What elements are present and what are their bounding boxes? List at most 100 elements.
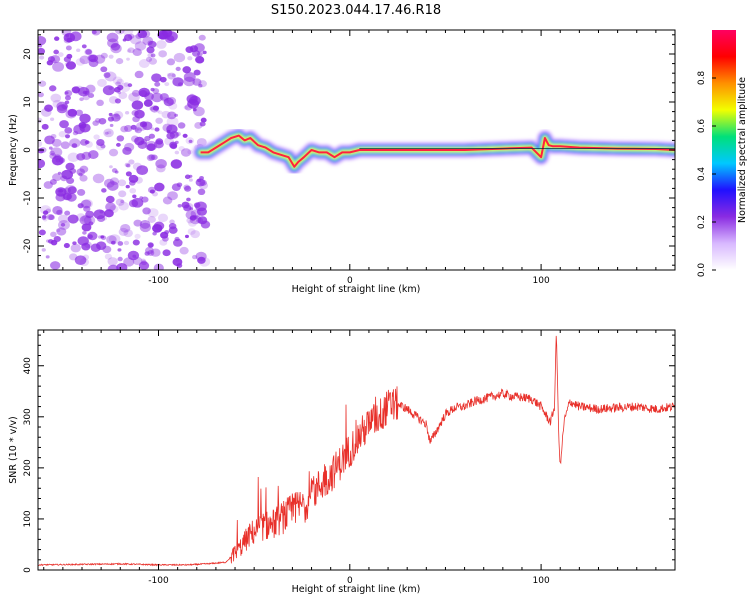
noise-blob	[139, 219, 151, 229]
noise-blob	[118, 190, 127, 198]
noise-blob	[202, 50, 207, 55]
noise-blob	[185, 210, 197, 220]
noise-blob	[116, 263, 128, 270]
noise-blob	[126, 163, 131, 168]
noise-blob	[52, 173, 62, 182]
noise-blob	[75, 109, 84, 116]
noise-blob	[125, 110, 130, 115]
noise-blob	[158, 33, 165, 40]
noise-blob	[78, 172, 83, 177]
noise-blob	[79, 55, 90, 65]
noise-blob	[167, 72, 176, 80]
noise-blob	[141, 260, 147, 266]
noise-blob	[64, 210, 71, 216]
noise-blob	[198, 80, 207, 88]
signal-trace-ridge	[200, 134, 675, 168]
noise-blob	[150, 87, 155, 92]
noise-blob	[196, 207, 207, 216]
noise-blob	[174, 236, 180, 242]
noise-blob	[81, 44, 87, 49]
noise-blob	[116, 135, 125, 142]
noise-blob	[152, 191, 158, 197]
noise-blob	[126, 49, 131, 53]
noise-blob	[67, 214, 79, 224]
noise-blob	[120, 125, 129, 133]
noise-blob	[168, 226, 178, 234]
noise-blob	[116, 78, 124, 85]
noise-blob	[82, 254, 90, 260]
noise-blob	[134, 233, 141, 239]
noise-blob	[49, 150, 55, 156]
noise-blob	[74, 255, 87, 265]
noise-blob	[41, 215, 47, 220]
noise-blob	[99, 210, 104, 214]
noise-blob	[147, 186, 156, 194]
noise-blob	[114, 86, 121, 93]
noise-blob	[129, 187, 137, 194]
noise-blob	[97, 78, 107, 87]
noise-blob	[199, 176, 204, 181]
noise-blob	[109, 123, 114, 127]
x-tick-label: -100	[148, 276, 169, 286]
noise-blob	[147, 243, 154, 248]
noise-blob	[155, 117, 163, 124]
noise-blob	[115, 81, 121, 87]
noise-blob	[50, 261, 61, 270]
noise-blob	[130, 124, 137, 130]
noise-blob	[79, 113, 91, 124]
noise-blob	[39, 205, 52, 215]
noise-blob	[134, 41, 147, 51]
noise-blob	[63, 243, 70, 249]
noise-blob	[65, 45, 72, 51]
noise-blob	[152, 105, 160, 111]
noise-blob	[103, 72, 111, 79]
noise-blob	[58, 220, 70, 230]
noise-blob	[179, 246, 189, 255]
noise-blob	[117, 241, 124, 246]
noise-blob	[149, 106, 154, 111]
noise-blob	[55, 158, 61, 163]
noise-blob	[124, 125, 133, 132]
noise-blob	[38, 158, 46, 169]
noise-blob	[65, 134, 70, 139]
colorbar-ticks: 0.0 0.2 0.4 0.6 0.8	[697, 71, 716, 277]
noise-blob	[199, 179, 207, 186]
noise-blob	[162, 249, 171, 257]
snr-y-axis-label: SNR (10 * v/v)	[8, 416, 19, 484]
noise-blob	[136, 165, 149, 176]
noise-blob	[155, 138, 164, 145]
noise-blob	[51, 156, 64, 166]
noise-blob	[118, 91, 128, 100]
noise-blob	[114, 113, 120, 117]
noise-blob	[38, 140, 43, 148]
noise-blob	[197, 188, 206, 196]
noise-blob	[79, 258, 90, 267]
noise-blob	[124, 162, 130, 168]
noise-blob	[109, 165, 113, 169]
noise-blob	[60, 175, 68, 182]
noise-blob	[45, 208, 51, 213]
noise-blob	[105, 131, 109, 135]
noise-blob	[166, 124, 178, 134]
noise-blob	[119, 82, 131, 93]
noise-blob	[64, 95, 71, 101]
noise-blob	[53, 235, 61, 243]
noise-blob	[132, 48, 142, 57]
noise-blob	[85, 49, 92, 55]
noise-blob	[144, 251, 150, 256]
noise-blob	[182, 66, 192, 74]
noise-blob	[102, 85, 115, 96]
noise-blob	[50, 147, 63, 158]
x-tick-label: -100	[148, 576, 169, 586]
noise-blob	[138, 59, 150, 68]
y-tick-label: -20	[23, 238, 33, 253]
noise-blob	[187, 219, 197, 227]
noise-blob	[195, 251, 207, 262]
noise-blob	[198, 34, 206, 41]
noise-blob	[67, 186, 77, 194]
noise-blob	[149, 189, 155, 194]
colorbar-gradient	[712, 30, 736, 270]
noise-blob	[125, 171, 132, 177]
